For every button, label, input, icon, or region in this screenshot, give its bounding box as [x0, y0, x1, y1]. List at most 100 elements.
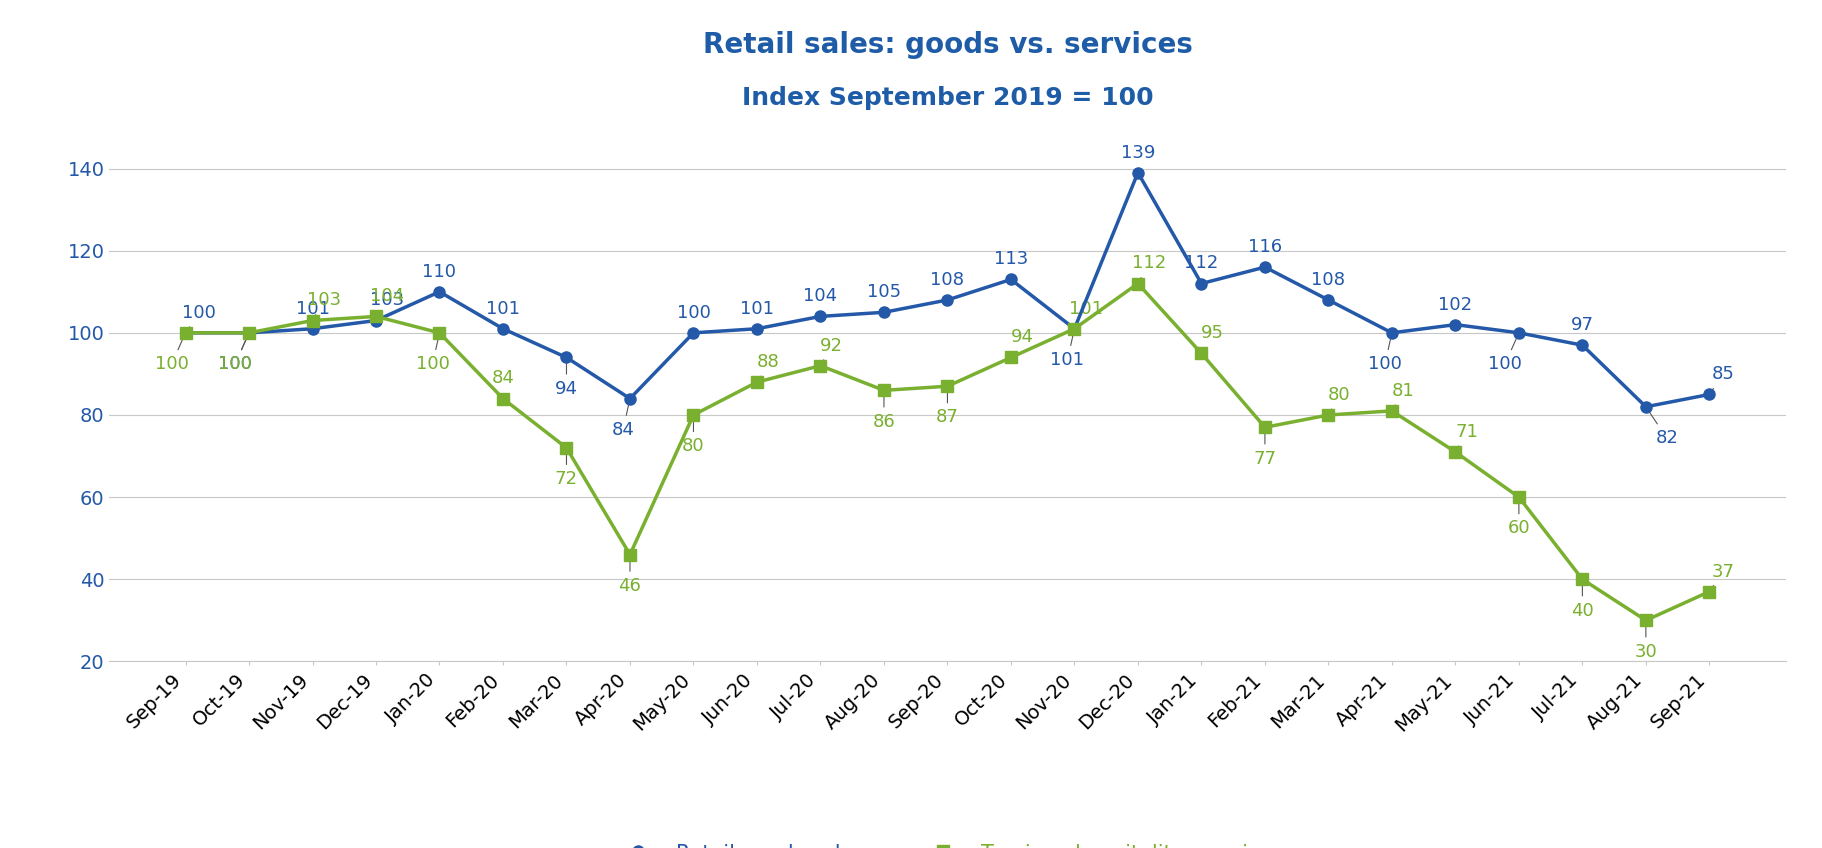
Retail goods sales	[1509, 328, 1530, 338]
Retail goods sales	[937, 295, 958, 305]
Retail goods sales	[1381, 328, 1403, 338]
Text: 60: 60	[1507, 500, 1530, 538]
Line: Retail goods sales: Retail goods sales	[180, 167, 1715, 412]
Tourism, hospitality, services	[1571, 574, 1592, 584]
Text: 100: 100	[219, 335, 251, 373]
Tourism, hospitality, services	[1381, 406, 1403, 416]
Retail goods sales	[302, 324, 324, 334]
Text: 101: 101	[1068, 299, 1102, 326]
Tourism, hospitality, services	[873, 385, 895, 395]
Text: 104: 104	[804, 287, 838, 305]
Tourism, hospitality, services	[1254, 422, 1275, 432]
Text: 72: 72	[556, 450, 578, 488]
Text: 80: 80	[681, 418, 705, 455]
Tourism, hospitality, services	[1698, 587, 1720, 597]
Text: 82: 82	[1647, 409, 1678, 447]
Text: 116: 116	[1248, 238, 1283, 256]
Text: 97: 97	[1571, 316, 1594, 334]
Text: 103: 103	[370, 292, 404, 318]
Text: 88: 88	[756, 353, 780, 380]
Retail goods sales	[364, 315, 386, 326]
Text: 71: 71	[1456, 423, 1478, 449]
Tourism, hospitality, services	[683, 410, 705, 420]
Retail goods sales	[175, 328, 197, 338]
Text: 37: 37	[1711, 562, 1735, 589]
Retail goods sales	[428, 287, 450, 297]
Retail goods sales	[556, 353, 578, 363]
Retail goods sales	[239, 328, 261, 338]
Text: 100: 100	[219, 335, 251, 373]
Text: 105: 105	[867, 283, 902, 301]
Retail goods sales	[809, 311, 831, 321]
Text: 108: 108	[1312, 271, 1345, 289]
Text: 113: 113	[993, 250, 1028, 268]
Text: 40: 40	[1571, 582, 1594, 620]
Retail goods sales	[873, 307, 895, 317]
Text: 92: 92	[820, 337, 844, 363]
Retail goods sales	[1317, 295, 1339, 305]
Retail goods sales	[1445, 320, 1467, 330]
Tourism, hospitality, services	[1445, 447, 1467, 457]
Tourism, hospitality, services	[745, 377, 767, 388]
Tourism, hospitality, services	[1634, 616, 1656, 626]
Text: 100: 100	[415, 336, 450, 373]
Line: Tourism, hospitality, services: Tourism, hospitality, services	[180, 278, 1715, 626]
Text: 100: 100	[1489, 335, 1521, 373]
Text: 77: 77	[1254, 430, 1277, 467]
Text: 110: 110	[423, 263, 457, 281]
Text: 101: 101	[486, 299, 519, 318]
Retail goods sales	[1128, 168, 1150, 178]
Retail goods sales	[1571, 340, 1592, 350]
Retail goods sales	[492, 324, 514, 334]
Text: 104: 104	[370, 287, 404, 314]
Tourism, hospitality, services	[937, 381, 958, 391]
Text: Retail sales: goods vs. services: Retail sales: goods vs. services	[703, 31, 1192, 59]
Tourism, hospitality, services	[1064, 324, 1086, 334]
Text: 139: 139	[1121, 143, 1155, 161]
Text: 103: 103	[306, 292, 341, 318]
Tourism, hospitality, services	[1000, 353, 1022, 363]
Tourism, hospitality, services	[556, 443, 578, 453]
Text: 100: 100	[676, 304, 711, 321]
Retail goods sales	[1634, 402, 1656, 412]
Text: 112: 112	[1184, 254, 1219, 272]
Tourism, hospitality, services	[1190, 349, 1212, 359]
Retail goods sales	[1000, 275, 1022, 285]
Tourism, hospitality, services	[492, 393, 514, 404]
Text: 81: 81	[1392, 382, 1414, 409]
Tourism, hospitality, services	[1509, 492, 1530, 502]
Text: 85: 85	[1711, 365, 1735, 392]
Text: 87: 87	[937, 389, 958, 427]
Tourism, hospitality, services	[239, 328, 261, 338]
Retail goods sales	[1064, 324, 1086, 334]
Text: 30: 30	[1634, 623, 1658, 661]
Text: 112: 112	[1131, 254, 1166, 282]
Tourism, hospitality, services	[302, 315, 324, 326]
Text: 95: 95	[1201, 324, 1224, 351]
Tourism, hospitality, services	[175, 328, 197, 338]
Text: 84: 84	[612, 401, 634, 438]
Text: 94: 94	[1011, 328, 1033, 355]
Text: 108: 108	[931, 271, 964, 289]
Retail goods sales	[745, 324, 767, 334]
Text: 101: 101	[295, 299, 330, 318]
Tourism, hospitality, services	[364, 311, 386, 321]
Tourism, hospitality, services	[428, 328, 450, 338]
Retail goods sales	[1254, 262, 1275, 272]
Tourism, hospitality, services	[1128, 278, 1150, 288]
Text: 101: 101	[1051, 332, 1084, 369]
Text: 100: 100	[1368, 336, 1401, 373]
Tourism, hospitality, services	[619, 550, 641, 560]
Retail goods sales	[1698, 389, 1720, 399]
Text: 94: 94	[556, 360, 578, 398]
Retail goods sales	[619, 393, 641, 404]
Text: 86: 86	[873, 393, 895, 431]
Text: 102: 102	[1438, 295, 1472, 314]
Retail goods sales	[683, 328, 705, 338]
Text: 100: 100	[155, 335, 188, 373]
Tourism, hospitality, services	[1317, 410, 1339, 420]
Legend: Retail goods sales, Tourism, hospitality, services: Retail goods sales, Tourism, hospitality…	[603, 834, 1292, 848]
Text: 84: 84	[492, 370, 514, 388]
Tourism, hospitality, services	[809, 360, 831, 371]
Text: 80: 80	[1328, 386, 1350, 413]
